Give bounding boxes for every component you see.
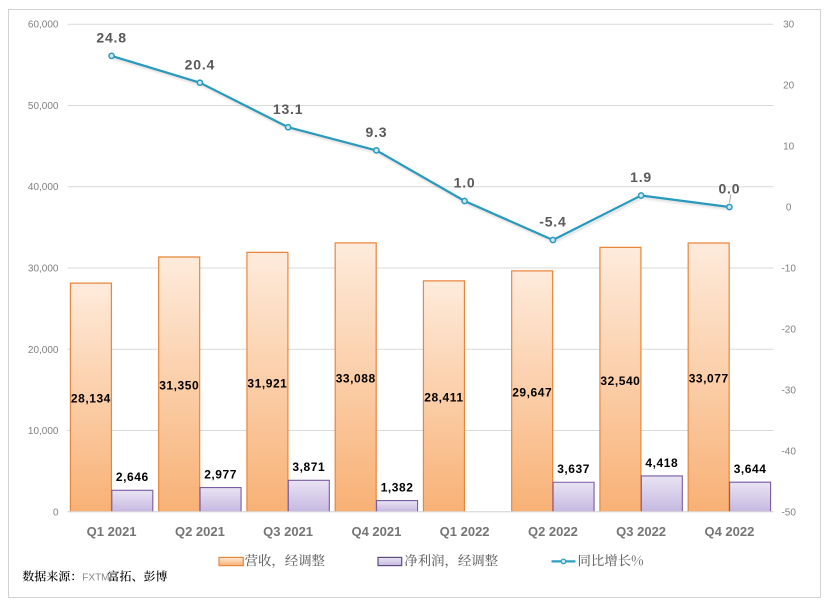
- svg-text:28,134: 28,134: [71, 392, 111, 406]
- svg-text:33,088: 33,088: [336, 372, 376, 386]
- svg-text:0: 0: [786, 203, 792, 214]
- svg-text:3,644: 3,644: [734, 462, 767, 476]
- svg-text:0.0: 0.0: [718, 181, 740, 197]
- svg-text:Q1 2021: Q1 2021: [87, 524, 137, 539]
- svg-text:Q3 2022: Q3 2022: [616, 524, 666, 539]
- svg-text:4,418: 4,418: [645, 456, 678, 470]
- svg-text:60,000: 60,000: [28, 20, 59, 31]
- svg-text:2,646: 2,646: [116, 470, 149, 484]
- svg-text:31,921: 31,921: [247, 376, 287, 390]
- svg-text:13.1: 13.1: [273, 101, 303, 117]
- svg-text:1,382: 1,382: [381, 481, 414, 495]
- svg-text:29,647: 29,647: [512, 386, 552, 400]
- svg-text:3,637: 3,637: [557, 462, 590, 476]
- svg-text:-50: -50: [781, 507, 796, 518]
- svg-text:40,000: 40,000: [28, 182, 59, 193]
- svg-text:-10: -10: [781, 264, 796, 275]
- svg-text:20: 20: [783, 81, 795, 92]
- svg-text:Q2 2022: Q2 2022: [528, 524, 578, 539]
- svg-text:-5.4: -5.4: [539, 214, 566, 230]
- svg-text:-20: -20: [781, 324, 796, 335]
- svg-text:Q1 2022: Q1 2022: [440, 524, 490, 539]
- svg-text:-40: -40: [781, 446, 796, 457]
- svg-text:28,411: 28,411: [424, 391, 463, 405]
- svg-text:Q4 2022: Q4 2022: [704, 524, 754, 539]
- svg-text:30,000: 30,000: [28, 264, 59, 275]
- svg-text:Q2 2021: Q2 2021: [175, 524, 225, 539]
- svg-text:31,350: 31,350: [159, 379, 199, 393]
- svg-text:9.3: 9.3: [365, 124, 387, 140]
- svg-text:32,540: 32,540: [600, 374, 640, 388]
- svg-text:20,000: 20,000: [28, 345, 59, 356]
- svg-text:FXTM: FXTM: [82, 573, 109, 584]
- svg-text:Q3 2021: Q3 2021: [263, 524, 313, 539]
- svg-text:1.9: 1.9: [630, 169, 652, 185]
- svg-text:20.4: 20.4: [185, 56, 215, 72]
- svg-text:33,077: 33,077: [689, 372, 729, 386]
- svg-text:0: 0: [53, 507, 59, 518]
- svg-text:Q4 2021: Q4 2021: [351, 524, 401, 539]
- svg-text:24.8: 24.8: [96, 30, 126, 46]
- svg-text:2,977: 2,977: [204, 468, 237, 482]
- svg-text:-30: -30: [781, 385, 796, 396]
- svg-text:1.0: 1.0: [454, 175, 476, 191]
- svg-text:10,000: 10,000: [28, 426, 59, 437]
- svg-text:50,000: 50,000: [28, 101, 59, 112]
- svg-text:10: 10: [783, 142, 795, 153]
- svg-text:30: 30: [783, 20, 795, 31]
- svg-text:3,871: 3,871: [292, 460, 325, 474]
